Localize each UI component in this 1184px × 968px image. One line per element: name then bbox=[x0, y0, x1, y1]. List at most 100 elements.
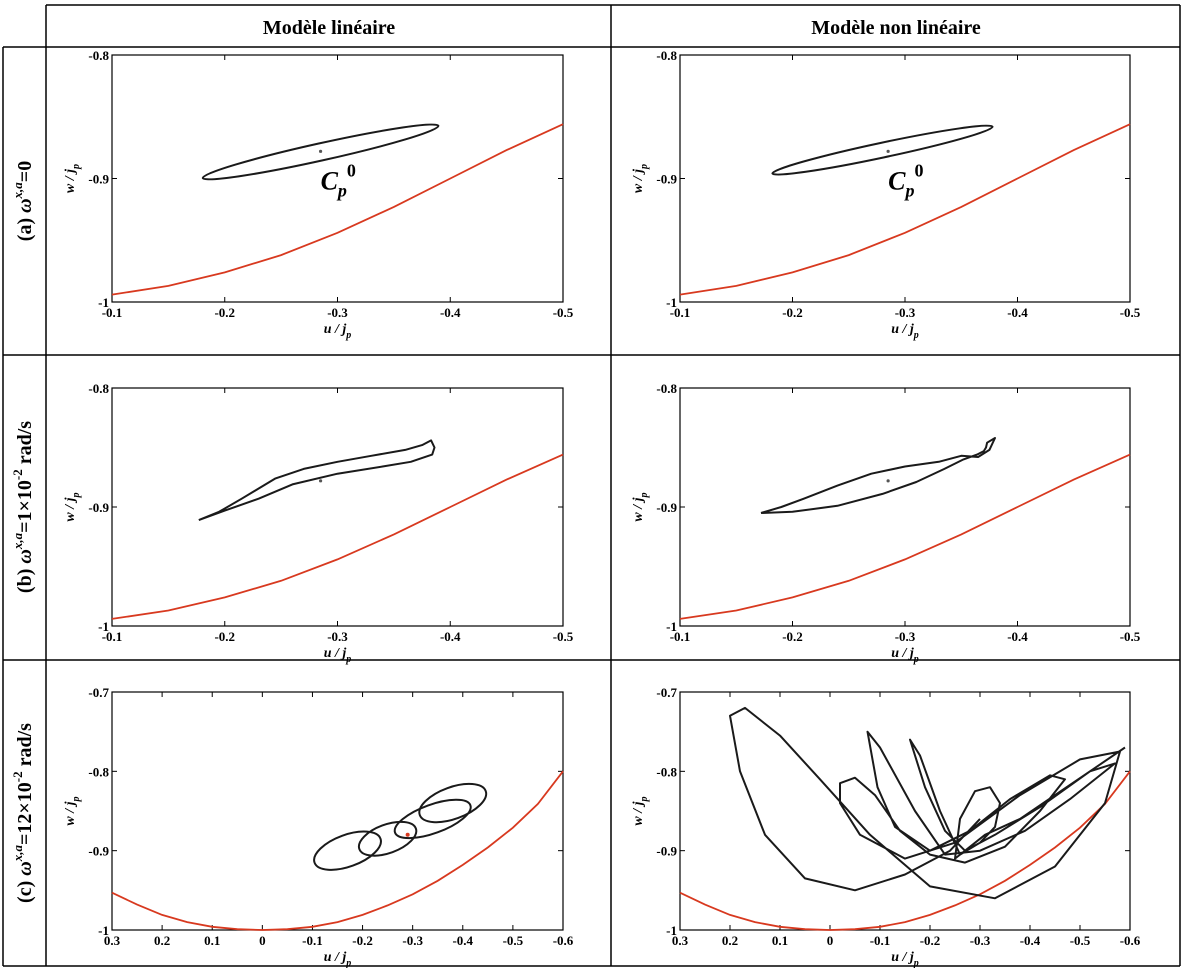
row-labels: (a) ωx,a=0 (b) ωx,a=1×10-2 rad/s (c) ωx,a=… bbox=[10, 161, 36, 903]
x-tick-label: -0.1 bbox=[102, 629, 123, 644]
plot-b-linear: -0.1 -0.2 -0.3 -0.4 -0.5 -1 -0.9 -0.8 u / jp w / … bbox=[63, 381, 574, 665]
boundary-curve bbox=[679, 123, 1131, 296]
x-tick-label: -0.4 bbox=[1007, 629, 1028, 644]
x-tick-label: -0.5 bbox=[1070, 933, 1091, 948]
x-tick-label: -0.4 bbox=[1020, 933, 1041, 948]
x-tick-label: -0.2 bbox=[782, 629, 803, 644]
plot-a-nonlinear: -0.1 -0.2 -0.3 -0.4 -0.5 -1 -0.9 -0.8 u / jp w / … bbox=[631, 48, 1141, 341]
y-axis-label: w / jp bbox=[63, 492, 82, 521]
y-tick-label: -1 bbox=[98, 619, 109, 634]
x-tick-label: 0.3 bbox=[104, 933, 121, 948]
trajectory-orbit bbox=[201, 123, 440, 181]
y-tick-label: -1 bbox=[98, 295, 109, 310]
x-tick-label: -0.3 bbox=[327, 629, 348, 644]
x-tick-label: -0.6 bbox=[553, 933, 574, 948]
plots: -0.1 -0.2 -0.3 -0.4 -0.5 -1 -0.9 -0.8 u / jp w / … bbox=[63, 48, 1141, 968]
row-label-c: (c) ωx,a=12×10-2 rad/s bbox=[10, 723, 36, 903]
plot-axes-frame bbox=[111, 387, 564, 627]
y-tick-label: -0.9 bbox=[656, 500, 677, 515]
x-tick-label: 0.2 bbox=[722, 933, 738, 948]
trajectory-curve bbox=[198, 439, 436, 522]
y-tick-label: -0.8 bbox=[88, 764, 109, 779]
x-tick-label: -0.4 bbox=[440, 629, 461, 644]
y-tick-label: -1 bbox=[666, 295, 677, 310]
x-tick-label: -0.3 bbox=[402, 933, 423, 948]
y-tick-label: -0.9 bbox=[88, 172, 109, 187]
x-tick-label: -0.3 bbox=[970, 933, 991, 948]
y-axis-label: w / jp bbox=[63, 164, 82, 193]
x-tick-label: -0.4 bbox=[452, 933, 473, 948]
equilibrium-point bbox=[405, 832, 410, 837]
x-tick-label: -0.6 bbox=[1120, 933, 1141, 948]
x-tick-label: 0.1 bbox=[204, 933, 220, 948]
plot-c-nonlinear: 0.3 0.2 0.1 0 -0.1 -0.2 -0.3 -0.4 -0.5 -0.6 -1 -0.9… bbox=[631, 685, 1141, 968]
x-tick-label: 0 bbox=[827, 933, 834, 948]
x-tick-label: -0.2 bbox=[782, 305, 803, 320]
trajectory-loop bbox=[418, 782, 488, 824]
row-label-text: (a) ωx,a=0 bbox=[10, 161, 36, 241]
equilibrium-point bbox=[318, 149, 323, 153]
y-tick-label: -0.9 bbox=[88, 844, 109, 859]
x-tick-label: -0.1 bbox=[670, 629, 691, 644]
y-tick-label: -0.8 bbox=[88, 48, 109, 63]
boundary-curve bbox=[111, 770, 564, 931]
plot-axes-frame bbox=[679, 387, 1131, 627]
y-tick-label: -0.8 bbox=[656, 48, 677, 63]
x-tick-label: -0.3 bbox=[895, 305, 916, 320]
row-label-a: (a) ωx,a=0 bbox=[10, 161, 36, 241]
x-tick-label: -0.1 bbox=[302, 933, 323, 948]
y-tick-label: -0.7 bbox=[656, 685, 677, 700]
trajectory-curve bbox=[729, 706, 1126, 900]
y-axis-label: w / jp bbox=[63, 796, 82, 825]
boundary-curve bbox=[679, 770, 1131, 931]
x-tick-label: -0.2 bbox=[920, 933, 941, 948]
y-tick-label: -1 bbox=[666, 923, 677, 938]
x-tick-label: -0.1 bbox=[670, 305, 691, 320]
trajectory-loop bbox=[313, 830, 382, 871]
x-tick-label: -0.4 bbox=[1007, 305, 1028, 320]
x-axis-label: u / jp bbox=[324, 950, 352, 968]
x-tick-label: -0.5 bbox=[1120, 629, 1141, 644]
x-tick-label: -0.5 bbox=[553, 305, 574, 320]
y-tick-label: -0.8 bbox=[656, 381, 677, 396]
y-tick-label: -0.8 bbox=[88, 381, 109, 396]
x-tick-label: -0.3 bbox=[327, 305, 348, 320]
x-axis-label: u / jp bbox=[324, 646, 352, 665]
x-axis-label: u / jp bbox=[891, 322, 919, 341]
y-tick-label: -0.9 bbox=[88, 500, 109, 515]
equilibrium-point bbox=[886, 479, 890, 483]
x-tick-label: -0.2 bbox=[214, 305, 235, 320]
x-axis-label: u / jp bbox=[324, 322, 352, 341]
plot-b-nonlinear: -0.1 -0.2 -0.3 -0.4 -0.5 -1 -0.9 -0.8 u / jp w / … bbox=[631, 381, 1141, 665]
trajectory-loop bbox=[357, 820, 418, 857]
equilibrium-point bbox=[318, 479, 323, 483]
x-tick-label: -0.5 bbox=[1120, 305, 1141, 320]
boundary-curve bbox=[111, 123, 564, 296]
y-tick-label: -0.9 bbox=[656, 172, 677, 187]
x-tick-label: -0.5 bbox=[553, 629, 574, 644]
boundary-curve bbox=[679, 453, 1131, 620]
y-tick-label: -1 bbox=[666, 619, 677, 634]
y-tick-label: -0.9 bbox=[656, 844, 677, 859]
table-grid bbox=[2, 4, 1181, 967]
boundary-curve bbox=[111, 453, 564, 620]
x-axis-label: u / jp bbox=[891, 950, 919, 968]
plot-c-linear: 0.3 0.2 0.1 0 -0.1 -0.2 -0.3 -0.4 -0.5 -0.6 -1 -0.9… bbox=[63, 685, 574, 968]
row-label-b: (b) ωx,a=1×10-2 rad/s bbox=[10, 421, 36, 593]
trajectory-orbit bbox=[771, 124, 994, 176]
x-tick-label: 0.3 bbox=[672, 933, 689, 948]
equilibrium-label: Cp0 bbox=[321, 160, 356, 200]
column-header-linear: Modèle linéaire bbox=[263, 17, 395, 39]
x-tick-label: -0.1 bbox=[870, 933, 891, 948]
x-tick-label: -0.5 bbox=[503, 933, 524, 948]
x-tick-label: 0.2 bbox=[154, 933, 170, 948]
plot-axes-frame bbox=[679, 691, 1131, 931]
equilibrium-point bbox=[886, 149, 890, 153]
column-header-nonlinear: Modèle non linéaire bbox=[811, 17, 981, 39]
y-tick-label: -1 bbox=[98, 923, 109, 938]
y-tick-label: -0.8 bbox=[656, 764, 677, 779]
plot-axes-frame bbox=[111, 691, 564, 931]
x-axis-label: u / jp bbox=[891, 646, 919, 665]
y-axis-label: w / jp bbox=[631, 164, 650, 193]
